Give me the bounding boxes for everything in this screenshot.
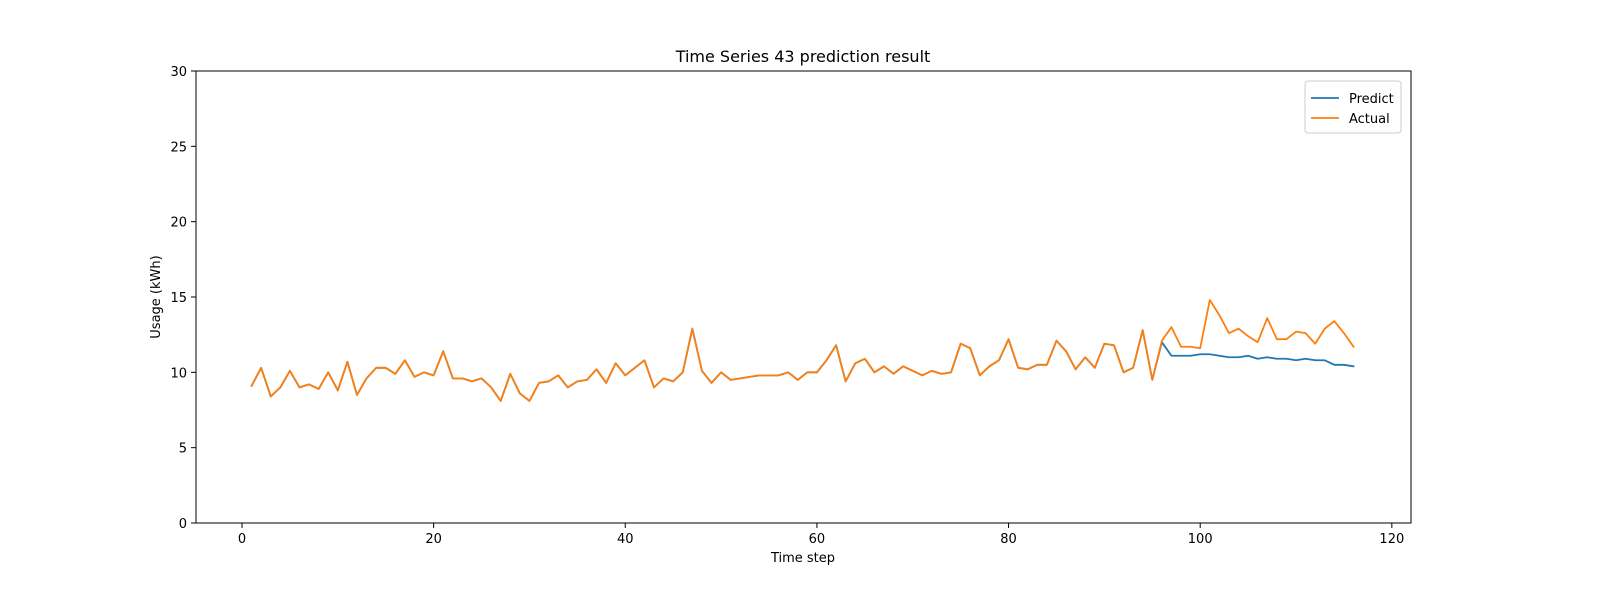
y-tick-label: 0 — [179, 517, 187, 532]
x-tick-label: 20 — [425, 532, 442, 547]
chart-title: Time Series 43 prediction result — [675, 47, 931, 66]
legend-box — [1304, 80, 1402, 134]
y-axis: 0 5 10 15 20 25 30 — [170, 65, 196, 532]
series-line-predict — [250, 327, 1355, 402]
x-tick-label: 80 — [1000, 532, 1017, 547]
y-tick-label: 20 — [170, 216, 187, 231]
x-axis-label: Time step — [770, 551, 835, 566]
x-axis: 0 20 40 60 80 100 120 — [238, 523, 1404, 547]
legend-label: Predict — [1349, 92, 1394, 107]
x-tick-label: 120 — [1379, 532, 1404, 547]
y-tick-label: 25 — [170, 140, 187, 155]
y-tick-label: 5 — [179, 442, 187, 457]
legend: Predict Actual — [1304, 80, 1402, 134]
x-tick-label: 60 — [809, 532, 826, 547]
x-tick-label: 40 — [617, 532, 634, 547]
series-layer — [250, 299, 1355, 402]
y-tick-label: 15 — [170, 291, 187, 306]
y-tick-label: 30 — [170, 65, 187, 80]
legend-item-predict: Predict — [1311, 92, 1394, 107]
x-tick-label: 100 — [1188, 532, 1213, 547]
plot-frame — [195, 70, 1412, 524]
legend-label: Actual — [1349, 112, 1390, 127]
series-line-actual — [250, 299, 1355, 402]
y-tick-label: 10 — [170, 366, 187, 381]
legend-item-actual: Actual — [1311, 112, 1390, 127]
y-axis-label: Usage (kWh) — [149, 255, 164, 338]
x-tick-label: 0 — [238, 532, 246, 547]
